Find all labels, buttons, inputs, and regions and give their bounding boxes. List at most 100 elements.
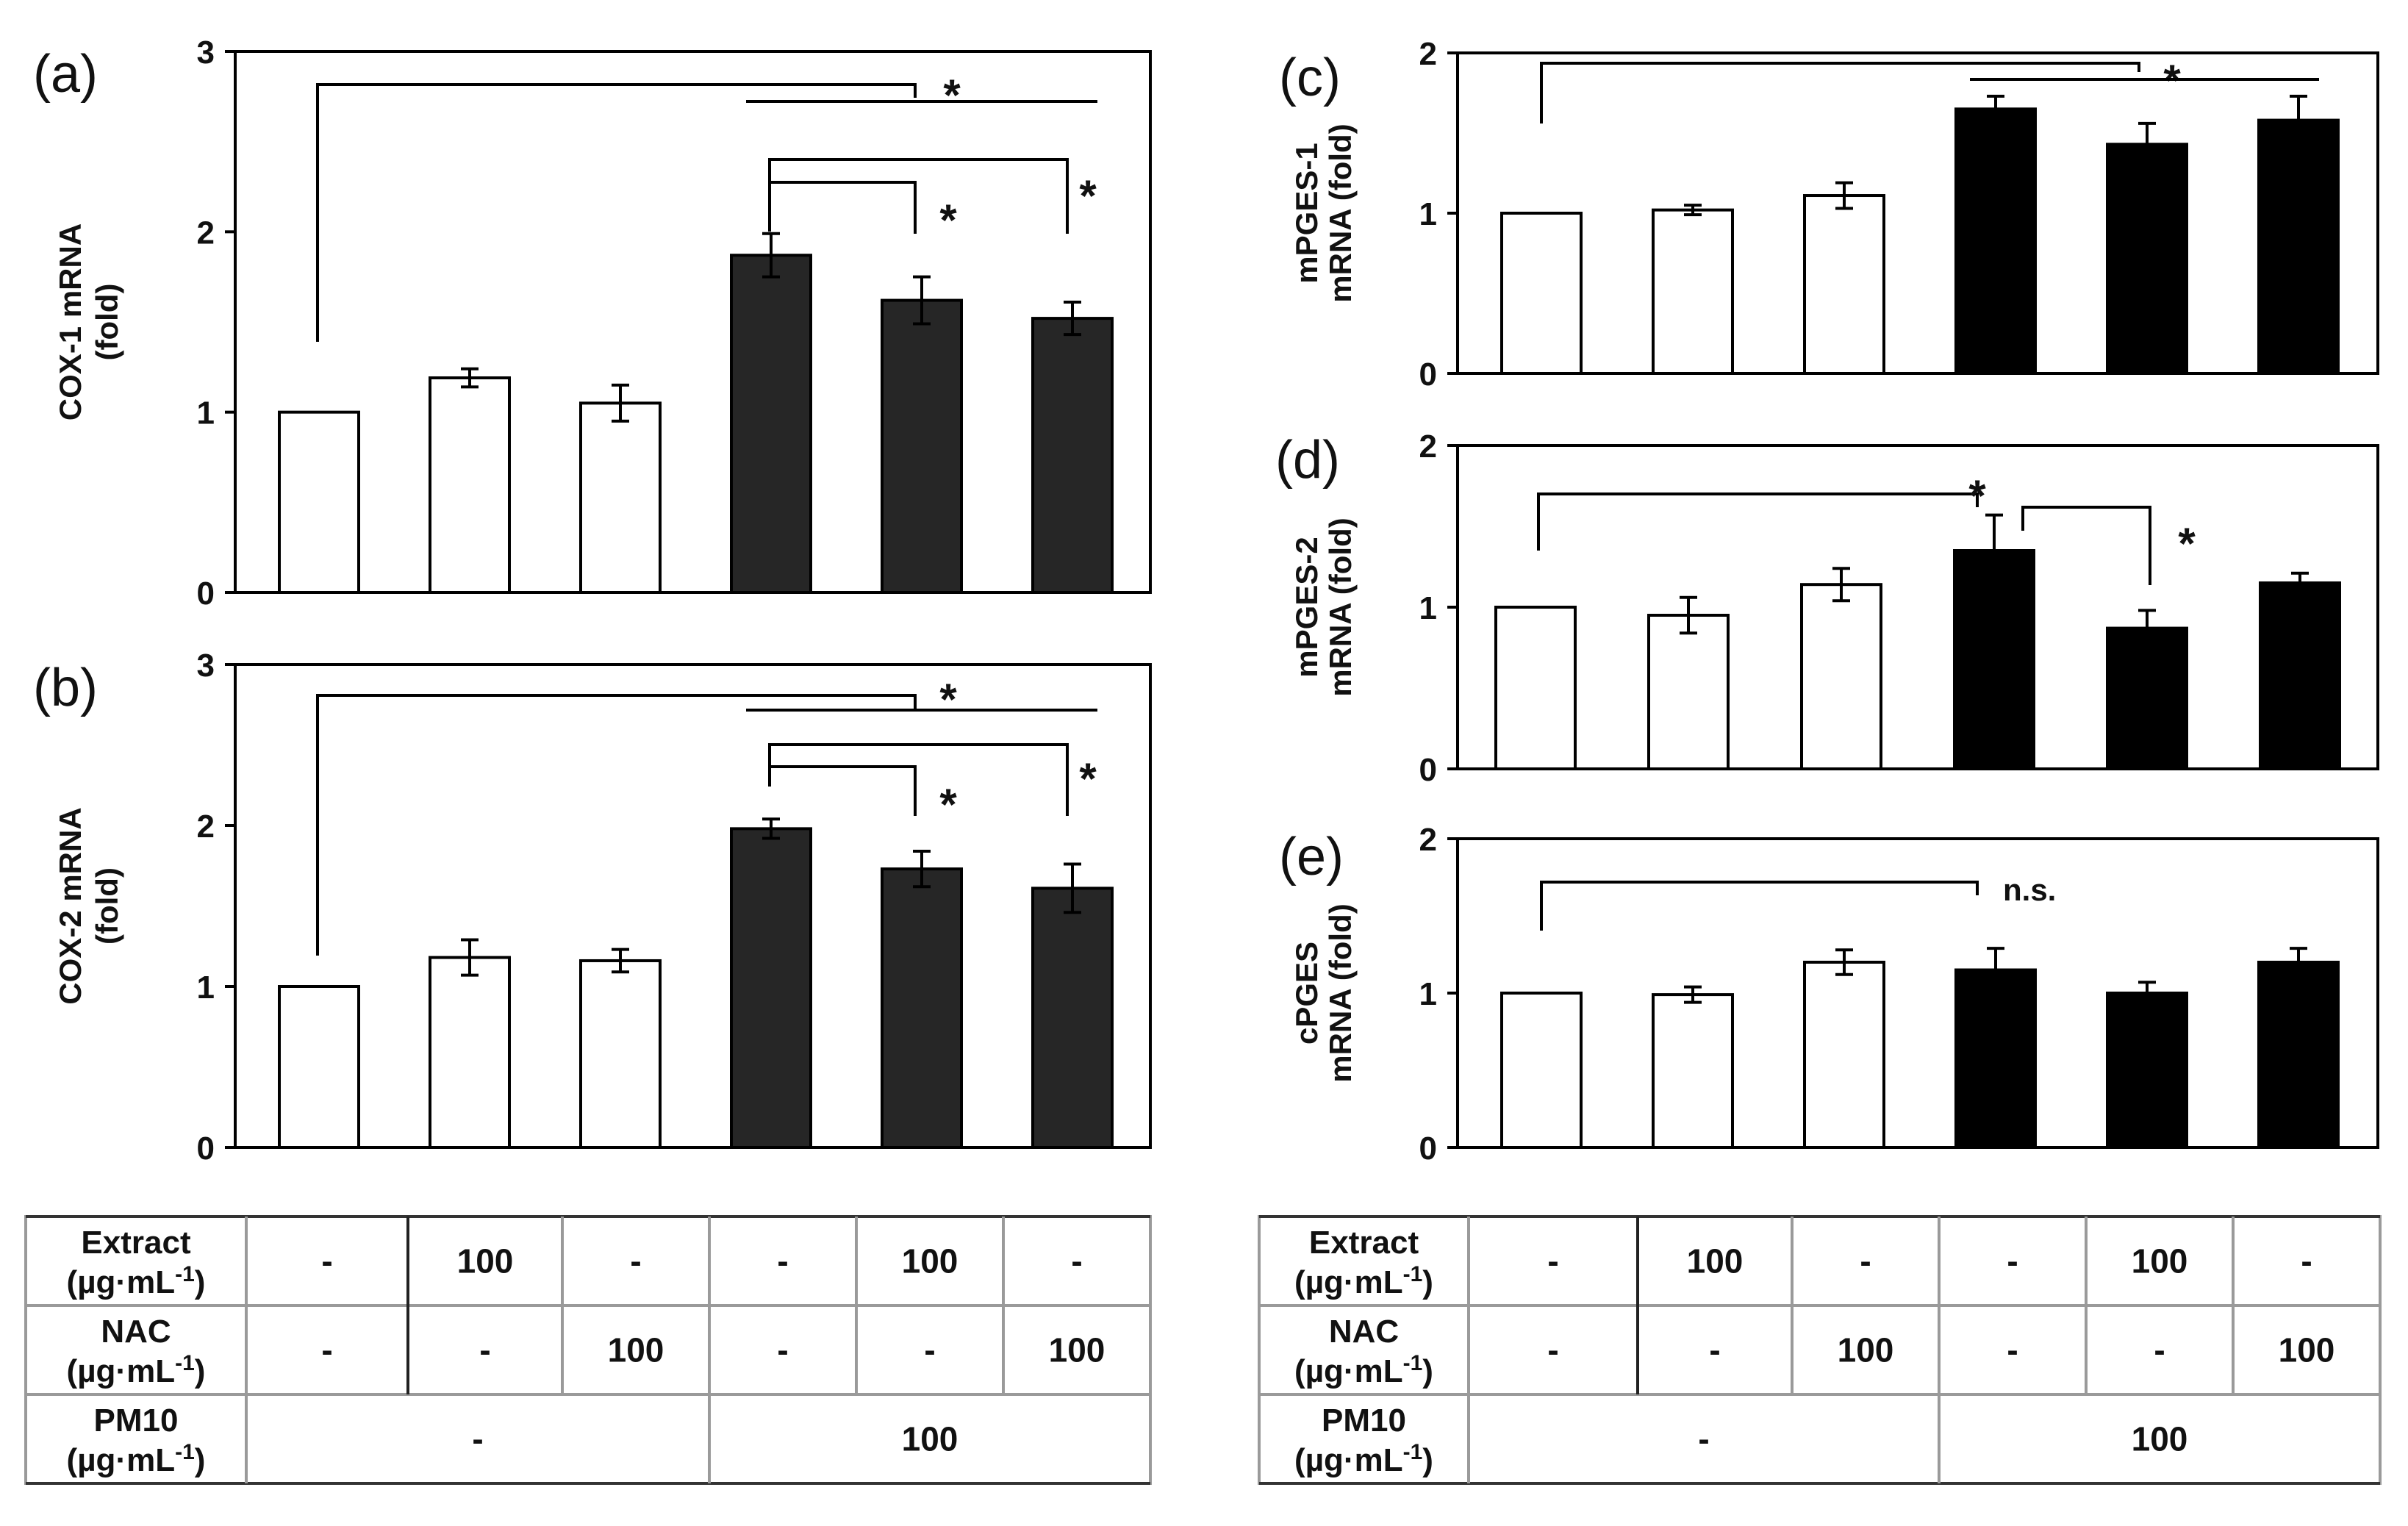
panel-d: 0 1 2 (d) mPGES-2 mRNA (fold) * *	[1275, 429, 2379, 788]
significance-bracket	[2021, 506, 2151, 585]
y-tick-label: 0	[197, 576, 215, 612]
unit-close: )	[195, 1353, 206, 1389]
table-cell: 100	[902, 1420, 958, 1458]
unit-close: )	[195, 1264, 206, 1300]
table-cell: 100	[2132, 1242, 2188, 1280]
bar	[2259, 581, 2341, 770]
y-tick-label: 2	[197, 809, 215, 845]
significance-bracket	[1540, 881, 1979, 931]
unit-text: (µg·mL	[1294, 1353, 1403, 1389]
significance-label: *	[939, 780, 957, 829]
y-tick-label: 1	[1419, 590, 1437, 626]
significance-bracket	[1537, 492, 1979, 551]
bar	[579, 959, 662, 1149]
y-tick-label: 3	[197, 35, 215, 71]
unit-text: (µg·mL	[1294, 1442, 1403, 1478]
unit-close: )	[1422, 1264, 1433, 1300]
significance-label: *	[1968, 471, 1986, 520]
y-tick-label: 1	[1419, 976, 1437, 1012]
unit-exponent: -1	[1403, 1351, 1423, 1375]
table-cell: -	[924, 1331, 935, 1369]
y-axis-label: (fold)	[90, 284, 124, 361]
y-axis-label: (fold)	[90, 867, 124, 945]
bar	[278, 410, 360, 595]
significance-bracket	[1540, 62, 2140, 123]
bar	[2106, 626, 2188, 770]
table-cell: -	[1547, 1242, 1558, 1280]
row-unit: (µg·mL-1)	[1294, 1262, 1433, 1300]
y-tick-label: 2	[1419, 822, 1437, 858]
unit-text: (µg·mL	[67, 1353, 176, 1389]
row-unit: (µg·mL-1)	[67, 1262, 206, 1300]
row-unit: (µg·mL-1)	[67, 1440, 206, 1478]
y-axis-label: COX-1 mRNA	[53, 223, 87, 420]
table-cell: -	[777, 1331, 788, 1369]
unit-exponent: -1	[175, 1262, 195, 1286]
y-tick-label: 3	[197, 648, 215, 684]
table-cell: -	[1709, 1331, 1720, 1369]
table-cell: 100	[1049, 1331, 1106, 1369]
significance-label: *	[943, 71, 961, 120]
row-label: PM10	[94, 1403, 179, 1439]
y-tick-label: 1	[197, 395, 215, 431]
panel-e: 0 1 2 (e) cPGES mRNA (fold) n.s.	[1279, 822, 2379, 1167]
row-label: Extract	[81, 1225, 191, 1261]
plot-frame	[1456, 837, 2379, 1149]
row-unit: (µg·mL-1)	[1294, 1351, 1433, 1389]
table-cell: -	[630, 1242, 641, 1280]
bar	[730, 254, 812, 594]
table-cell: 100	[2279, 1331, 2335, 1369]
plot-frame	[234, 50, 1152, 594]
bar	[2257, 118, 2340, 375]
plot-frame	[1456, 51, 2379, 375]
y-tick-label: 0	[1419, 752, 1437, 788]
table-cell: -	[479, 1331, 490, 1369]
bar	[579, 401, 662, 595]
panel-label: (e)	[1279, 828, 1344, 886]
y-axis-label: mPGES-2	[1289, 537, 1324, 677]
bar	[1800, 583, 1882, 771]
bar	[429, 956, 511, 1149]
significance-label: *	[939, 675, 957, 724]
table-cell: -	[2007, 1242, 2018, 1280]
panel-label: (b)	[33, 659, 98, 717]
bar	[730, 827, 812, 1149]
y-tick-label: 1	[1419, 196, 1437, 232]
table-cell: -	[1698, 1420, 1709, 1458]
table-cell: -	[1071, 1242, 1082, 1280]
treatment-table-right: Extract(µg·mL-1)- 100- -100 -NAC(µg·mL-1)- -…	[1258, 1215, 2382, 1485]
y-tick-label: 2	[1419, 429, 1437, 465]
bar	[1803, 961, 1885, 1149]
significance-label: *	[1079, 171, 1097, 221]
unit-close: )	[1422, 1442, 1433, 1478]
y-axis-label: cPGES	[1289, 942, 1324, 1045]
row-unit: (µg·mL-1)	[1294, 1440, 1433, 1478]
row-unit: (µg·mL-1)	[67, 1351, 206, 1389]
table-cell: -	[2154, 1331, 2165, 1369]
bar	[2106, 992, 2188, 1149]
y-tick-label: 2	[1419, 36, 1437, 72]
panel-a: 0 1 2 3 (a) COX-1 mRNA (fold) * * *	[33, 35, 1152, 612]
panel-label: (c)	[1279, 49, 1341, 107]
bar	[1652, 993, 1734, 1149]
row-label: NAC	[1329, 1314, 1399, 1350]
unit-close: )	[195, 1442, 206, 1478]
significance-label: *	[1079, 754, 1097, 803]
table-cell: -	[2301, 1242, 2312, 1280]
bar	[1031, 317, 1114, 594]
bar	[1803, 194, 1885, 375]
table-cell: 100	[457, 1242, 514, 1280]
table-cell: -	[2007, 1331, 2018, 1369]
table-cell: 100	[2132, 1420, 2188, 1458]
row-label: NAC	[101, 1314, 171, 1350]
bar	[1647, 614, 1730, 770]
y-tick-label: 0	[1419, 1131, 1437, 1167]
significance-bracket	[768, 743, 1069, 816]
bar	[429, 376, 511, 594]
unit-close: )	[1422, 1353, 1433, 1389]
bar	[1500, 992, 1583, 1149]
y-tick-label: 0	[1419, 357, 1437, 393]
unit-exponent: -1	[1403, 1262, 1423, 1286]
row-label: Extract	[1309, 1225, 1419, 1261]
y-axis-label: COX-2 mRNA	[53, 807, 87, 1004]
